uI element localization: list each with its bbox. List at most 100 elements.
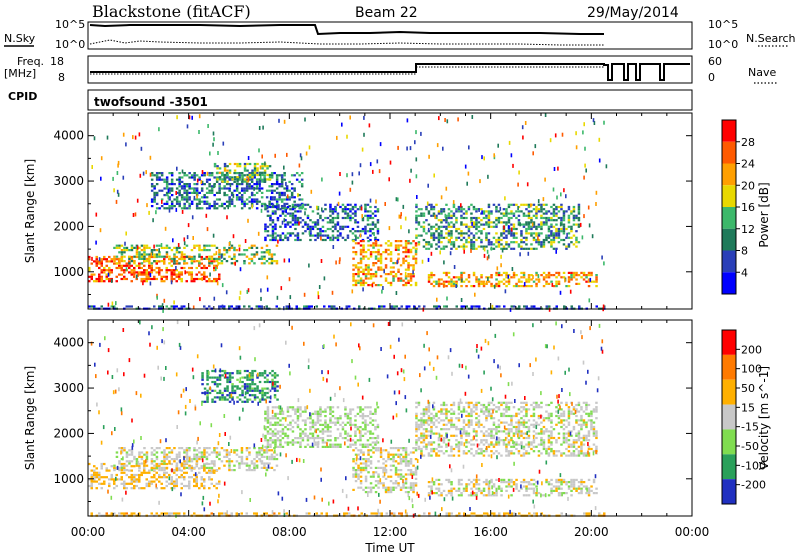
power-echo-cell — [213, 162, 217, 166]
power-scatter-echo — [554, 133, 557, 138]
power-echo-cell — [148, 264, 151, 267]
power-echo-cell — [170, 178, 174, 181]
power-echo-cell — [409, 273, 413, 276]
velocity-echo-cell — [349, 443, 352, 446]
velocity-echo-cell — [218, 398, 222, 401]
power-echo-cell — [487, 280, 491, 283]
power-echo-cell — [357, 262, 360, 265]
power-echo-cell — [552, 225, 556, 228]
velocity-echo-cell — [160, 451, 164, 454]
power-echo-cell — [160, 269, 163, 272]
velocity-echo-cell — [173, 447, 176, 450]
power-echo-cell — [223, 180, 226, 183]
power-echo-cell — [502, 208, 506, 211]
power-echo-cell — [140, 266, 143, 270]
power-echo-cell — [260, 202, 264, 205]
power-scatter-echo — [259, 175, 262, 180]
velocity-echo-cell — [359, 480, 363, 483]
power-echo-cell — [210, 191, 214, 194]
velocity-echo-cell — [321, 423, 325, 426]
velocity-echo-cell — [103, 482, 106, 485]
velocity-echo-cell — [425, 412, 428, 415]
velocity-echo-cell — [248, 378, 252, 381]
velocity-echo-cell — [168, 451, 171, 454]
power-echo-cell — [359, 284, 363, 287]
power-echo-cell — [311, 210, 315, 213]
power-echo-cell — [362, 268, 365, 271]
power-echo-cell — [495, 241, 498, 244]
power-echo-cell — [447, 241, 451, 244]
velocity-echo-cell — [243, 387, 247, 390]
velocity-echo-cell — [165, 447, 169, 450]
power-echo-cell — [208, 280, 211, 283]
power-echo-cell — [480, 276, 483, 279]
power-echo-cell — [213, 202, 216, 205]
power-scatter-echo — [247, 288, 250, 293]
power-echo-cell — [190, 255, 193, 259]
velocity-echo-cell — [225, 460, 229, 463]
velocity-echo-cell — [268, 449, 271, 452]
velocity-echo-cell — [311, 412, 315, 415]
velocity-echo-cell — [138, 469, 141, 472]
power-echo-cell — [565, 285, 568, 288]
power-scatter-echo — [266, 287, 269, 292]
power-echo-cell — [240, 202, 244, 205]
power-echo-cell — [389, 270, 393, 273]
power-echo-cell — [376, 227, 380, 231]
power-echo-cell — [168, 207, 171, 210]
power-scatter-echo — [409, 146, 412, 151]
power-echo-cell — [480, 245, 483, 248]
velocity-echo-cell — [356, 426, 360, 429]
power-echo-cell — [427, 274, 431, 277]
power-echo-cell — [221, 178, 224, 181]
power-echo-cell — [216, 165, 219, 168]
power-echo-cell — [502, 212, 506, 215]
power-scatter-echo — [115, 301, 117, 306]
power-echo-cell — [512, 236, 516, 239]
velocity-echo-cell — [326, 434, 330, 437]
power-echo-cell — [185, 280, 188, 283]
power-echo-cell — [570, 212, 573, 215]
power-echo-cell — [562, 243, 566, 246]
power-echo-cell — [195, 260, 199, 263]
power-echo-cell — [532, 223, 536, 226]
power-scatter-echo — [138, 132, 141, 137]
power-echo-cell — [163, 202, 166, 205]
power-echo-cell — [263, 257, 266, 260]
velocity-echo-cell — [150, 460, 154, 463]
power-echo-cell — [183, 183, 186, 186]
power-echo-cell — [100, 271, 103, 274]
power-echo-cell — [455, 276, 458, 279]
velocity-echo-cell — [397, 462, 400, 465]
velocity-echo-cell — [394, 466, 398, 469]
velocity-echo-cell — [470, 401, 473, 404]
velocity-echo-cell — [369, 460, 373, 463]
velocity-echo-cell — [495, 406, 498, 409]
power-echo-cell — [278, 174, 281, 177]
power-echo-cell — [268, 185, 271, 188]
power-echo-cell — [180, 194, 184, 197]
nsky-trace — [89, 24, 604, 36]
velocity-echo-cell — [251, 372, 254, 375]
power-echo-cell — [253, 198, 256, 201]
power-echo-cell — [153, 249, 156, 252]
velocity-echo-cell — [309, 426, 312, 429]
power-echo-cell — [502, 271, 506, 274]
power-scatter-echo — [583, 122, 585, 127]
power-echo-cell — [402, 246, 405, 249]
power-echo-cell — [235, 185, 239, 188]
power-echo-cell — [497, 210, 501, 213]
power-echo-cell — [203, 305, 206, 308]
power-echo-cell — [394, 246, 398, 249]
power-echo-cell — [457, 210, 461, 213]
velocity-echo-cell — [346, 421, 350, 424]
power-echo-cell — [377, 257, 380, 260]
power-echo-cell — [440, 212, 443, 215]
velocity-echo-cell — [266, 410, 270, 413]
power-echo-cell — [248, 207, 251, 210]
power-echo-cell — [527, 221, 531, 224]
velocity-echo-cell — [324, 419, 327, 422]
power-echo-cell — [565, 245, 568, 248]
power-echo-cell — [540, 243, 543, 246]
velocity-echo-cell — [470, 419, 473, 422]
